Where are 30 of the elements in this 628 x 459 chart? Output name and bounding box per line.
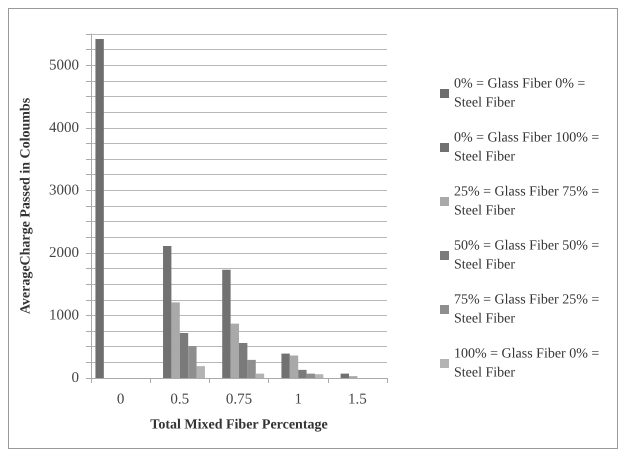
x-tick-label: 0 (116, 392, 124, 408)
x-tick-label: 0.5 (170, 392, 190, 408)
bar (281, 354, 290, 378)
bar (239, 342, 248, 378)
x-tick-label: 1.5 (348, 392, 367, 408)
bar (306, 374, 315, 378)
legend-label: 0% = Glass Fiber 0% = Steel Fiber (454, 76, 589, 110)
legend-label: 0% = Glass Fiber 100% = Steel Fiber (454, 130, 603, 164)
legend-label: 50% = Glass Fiber 50% = Steel Fiber (454, 238, 603, 272)
y-tick-label: 3000 (49, 182, 79, 198)
y-tick-label: 2000 (49, 244, 79, 261)
bar (247, 360, 256, 378)
y-tick-label: 0 (72, 370, 79, 386)
legend-label: 100% = Glass Fiber 0% = Steel Fiber (454, 346, 603, 380)
bar (298, 370, 307, 378)
bar (163, 246, 172, 378)
y-tick-label: 1000 (49, 307, 79, 324)
bar (180, 332, 188, 378)
x-tick-label: 1 (294, 392, 302, 408)
bar (95, 39, 104, 378)
bar (222, 270, 231, 378)
y-tick-label: 5000 (49, 57, 79, 74)
legend-label: 25% = Glass Fiber 75% = Steel Fiber (454, 184, 603, 218)
y-tick-label: 4000 (49, 120, 79, 136)
y-axis-title: AverageCharge Passed in Coloumbs (18, 97, 34, 314)
x-tick-label: 0.75 (226, 392, 252, 408)
x-axis-title: Total Mixed Fiber Percentage (150, 418, 328, 432)
bar (340, 374, 350, 378)
bar (188, 346, 197, 378)
legend-label: 75% = Glass Fiber 25% = Steel Fiber (454, 292, 603, 326)
